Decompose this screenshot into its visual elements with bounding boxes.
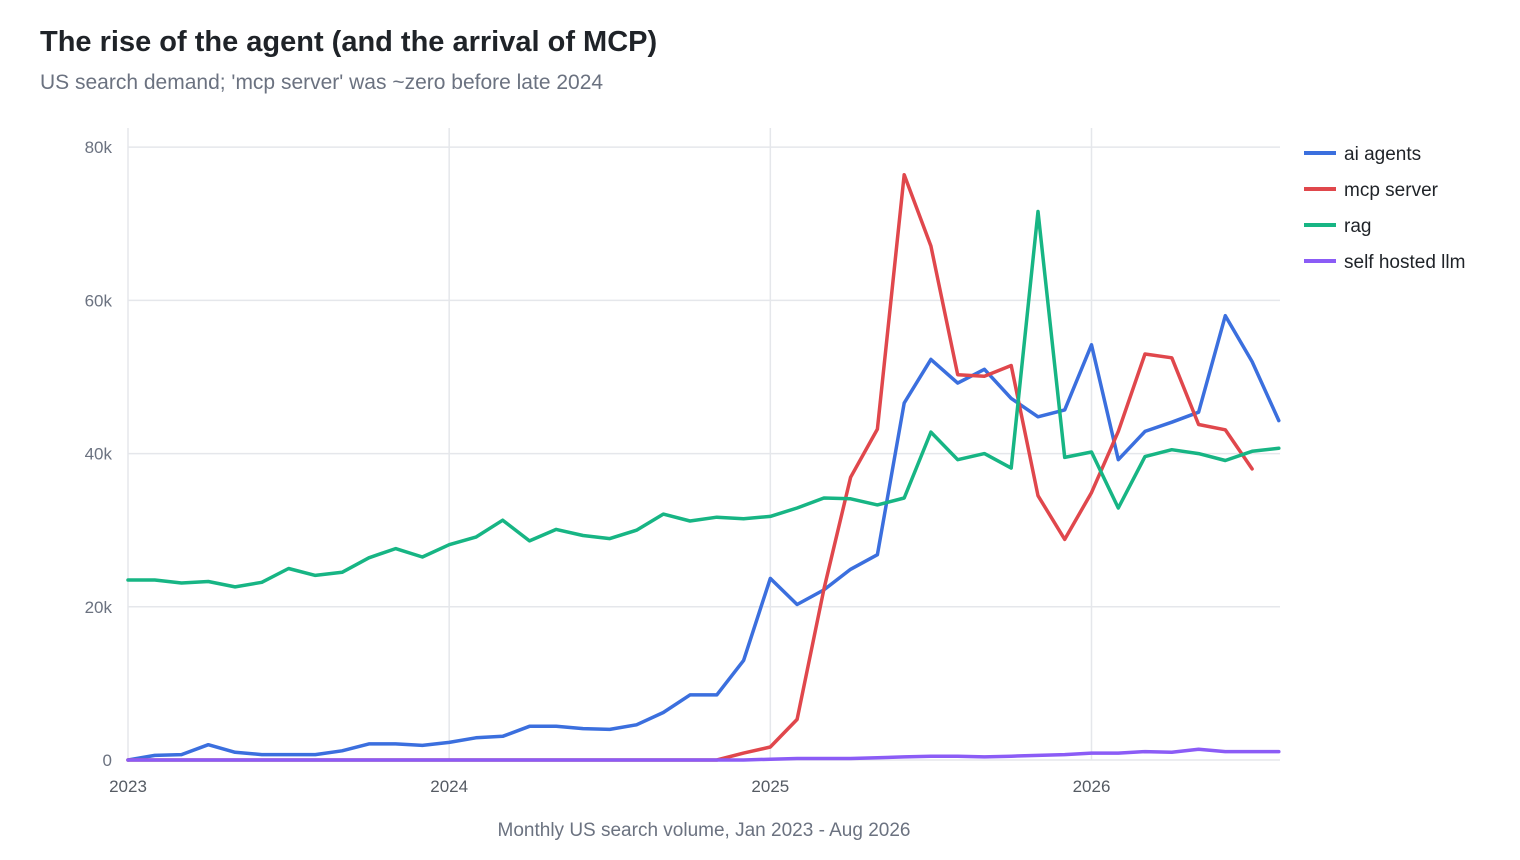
- y-tick-label: 60k: [85, 291, 113, 310]
- series-lines: [126, 172, 1281, 762]
- x-axis: 2023 2024 2025 2026: [109, 777, 1110, 796]
- x-tick-label: 2025: [751, 777, 789, 796]
- y-axis: 0 20k 40k 60k 80k: [85, 138, 113, 770]
- y-tick-label: 40k: [85, 445, 113, 464]
- x-tick-label: 2026: [1073, 777, 1111, 796]
- y-tick-label: 20k: [85, 598, 113, 617]
- legend-label: ai agents: [1344, 144, 1421, 165]
- y-tick-label: 80k: [85, 138, 113, 157]
- series-line-self-hosted-llm: [126, 747, 1281, 762]
- legend: ai agents mcp server rag self hosted llm: [1304, 144, 1465, 273]
- grid: [127, 128, 1280, 761]
- chart-subtitle: US search demand; 'mcp server' was ~zero…: [40, 71, 604, 94]
- series-line-mcp-server: [126, 172, 1254, 762]
- legend-label: self hosted llm: [1344, 252, 1465, 273]
- y-tick-label: 0: [103, 751, 112, 770]
- legend-label: mcp server: [1344, 180, 1439, 201]
- chart-title: The rise of the agent (and the arrival o…: [40, 26, 658, 58]
- x-tick-label: 2023: [109, 777, 147, 796]
- legend-label: rag: [1344, 216, 1371, 237]
- x-axis-label: Monthly US search volume, Jan 2023 - Aug…: [498, 820, 911, 841]
- series-line-rag: [126, 209, 1281, 589]
- series-line-ai-agents: [126, 313, 1281, 762]
- x-tick-label: 2024: [430, 777, 468, 796]
